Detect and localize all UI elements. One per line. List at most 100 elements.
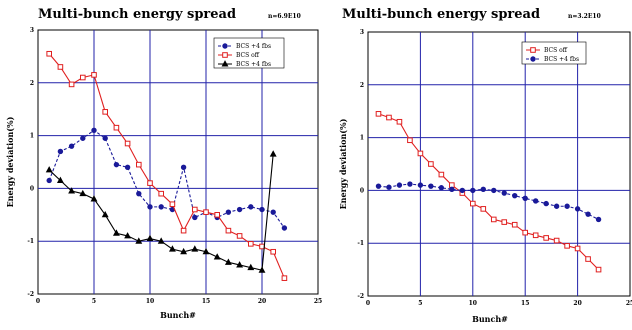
y-tick-label: 0: [360, 187, 364, 194]
data-point: [428, 161, 434, 167]
data-point: [375, 183, 382, 189]
data-point: [91, 127, 97, 134]
data-point: [147, 180, 153, 186]
data-point: [213, 253, 221, 260]
x-tick-label: 5: [92, 298, 96, 305]
legend-marker: [222, 43, 228, 49]
data-point: [146, 234, 154, 242]
data-point: [396, 118, 403, 125]
data-point: [417, 182, 424, 188]
data-point: [192, 214, 198, 221]
data-point: [224, 258, 232, 265]
data-point: [157, 237, 165, 244]
legend-marker: [530, 47, 536, 53]
plot-frame: [367, 31, 631, 297]
chart-title: Multi-bunch energy spread: [342, 7, 540, 22]
data-point: [136, 161, 142, 168]
data-point: [480, 186, 486, 193]
y-tick-label: 3: [30, 27, 34, 34]
series-line: [48, 53, 285, 279]
data-point: [90, 195, 98, 202]
legend-label: BCS +4 fbs: [236, 43, 271, 50]
data-point: [269, 150, 277, 157]
data-point: [225, 209, 232, 215]
data-point: [68, 81, 75, 88]
data-point: [214, 212, 220, 218]
data-point: [57, 64, 64, 70]
y-axis-label: Energy deviation(%): [5, 116, 15, 207]
y-tick-label: 0: [30, 185, 34, 192]
legend: BCS +4 fbs BCS off BCS +4 fbs: [213, 37, 285, 69]
data-point: [247, 263, 255, 271]
x-tick-label: 10: [469, 300, 477, 307]
data-point: [56, 176, 64, 183]
data-point: [80, 135, 86, 141]
data-point: [248, 241, 254, 247]
x-tick-label: 25: [314, 298, 322, 305]
charge-note: n=6.9E10: [268, 13, 301, 20]
data-point: [470, 200, 476, 207]
x-tick-label: 15: [202, 298, 210, 305]
legend: BCS off BCS +4 fbs: [521, 41, 587, 65]
data-point: [180, 247, 188, 255]
y-tick-label: 1: [30, 133, 34, 140]
x-axis-label: Bunch#: [160, 310, 196, 320]
data-point: [45, 166, 53, 173]
data-point: [236, 233, 243, 239]
data-point: [553, 237, 560, 244]
data-point: [407, 181, 413, 187]
series-circle: [375, 181, 602, 223]
data-point: [438, 185, 445, 191]
data-point: [553, 203, 560, 209]
x-axis-label: Bunch#: [472, 314, 508, 324]
data-point: [68, 143, 75, 149]
data-point: [522, 195, 528, 202]
chart-panel-left: Multi-bunch energy spread n=6.9E10 0 5 10 1…: [5, 7, 322, 320]
data-point: [168, 245, 176, 252]
data-point: [113, 161, 120, 168]
legend-entry: BCS off: [218, 52, 260, 59]
chart-title: Multi-bunch energy spread: [38, 7, 236, 22]
data-point: [68, 187, 76, 194]
data-point: [112, 229, 120, 236]
data-point: [585, 256, 591, 262]
series-group: [375, 111, 602, 273]
data-point: [135, 237, 143, 244]
data-point: [258, 266, 266, 273]
chart-panel-right: Multi-bunch energy spread n=3.2E10 0 5 10 1…: [338, 7, 632, 324]
data-point: [236, 206, 243, 213]
legend-marker: [222, 52, 228, 58]
tick-labels: 0 5 10 15 20 25 -2 -1 0 1 2 3: [357, 29, 632, 307]
data-point: [501, 219, 508, 225]
data-point: [417, 150, 424, 157]
data-point: [259, 206, 265, 213]
data-point: [574, 245, 581, 252]
data-point: [192, 206, 198, 213]
data-point: [191, 245, 199, 252]
tick-labels: 0 5 10 15 20 25 -2 -1 0 1 2 3: [27, 27, 322, 305]
data-point: [91, 72, 97, 78]
legend-entry: BCS +4 fbs: [218, 43, 271, 50]
x-tick-label: 5: [418, 300, 422, 307]
data-point: [490, 216, 497, 223]
data-point: [532, 232, 539, 239]
data-point: [136, 190, 142, 197]
data-point: [407, 137, 413, 144]
x-tick-label: 10: [146, 298, 154, 305]
data-point: [595, 216, 602, 223]
data-point: [428, 183, 434, 189]
data-point: [281, 275, 288, 281]
data-point: [180, 164, 187, 170]
data-point: [386, 114, 392, 121]
data-point: [203, 209, 209, 215]
data-point: [375, 111, 382, 117]
x-tick-label: 0: [36, 298, 40, 305]
data-point: [480, 206, 487, 212]
legend-label: BCS +4 fbs: [236, 61, 271, 68]
series-group: [45, 50, 288, 281]
data-point: [449, 186, 455, 193]
data-point: [113, 124, 120, 131]
data-point: [470, 187, 476, 194]
series-square: [46, 50, 288, 281]
